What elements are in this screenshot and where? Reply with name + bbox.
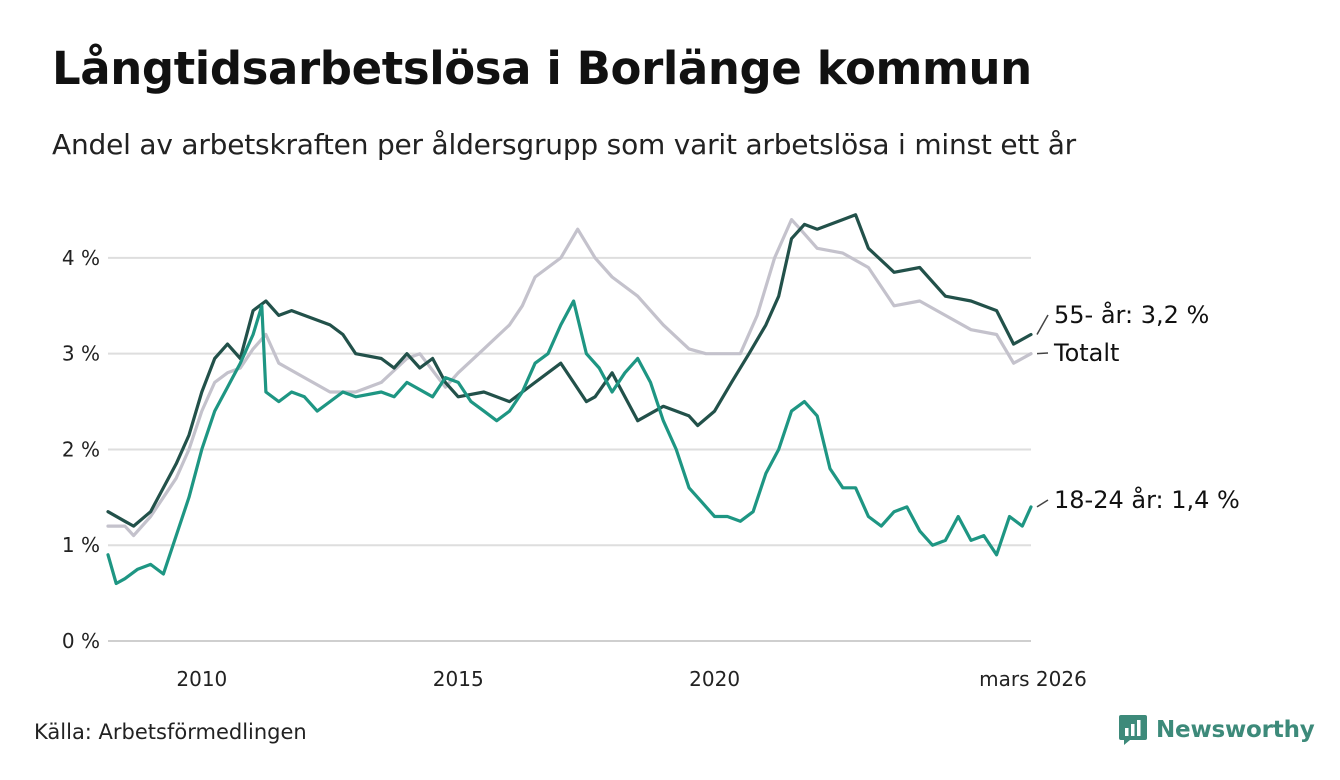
y-tick-label: 0 % [62, 629, 100, 653]
gridlines [108, 256, 1031, 642]
x-axis-ticks: 2010 2015 2020 mars 2026 [176, 667, 1086, 691]
line-chart: 0 % 1 % 2 % 3 % 4 % 2010 2015 2020 mars 2026 To… [62, 213, 1240, 691]
brand-name: Newsworthy [1156, 717, 1315, 743]
newsworthy-logo-icon [1119, 715, 1147, 745]
y-tick-label: 1 % [62, 533, 100, 557]
series-lines [106, 213, 1033, 586]
label-connector [1036, 352, 1049, 355]
x-tick-label: 2010 [176, 667, 227, 691]
y-tick-label: 2 % [62, 437, 100, 461]
source-note: Källa: Arbetsförmedlingen [34, 720, 307, 744]
series-line [106, 218, 1033, 538]
chart-subtitle: Andel av arbetskraften per åldersgrupp s… [52, 128, 1076, 161]
series-end-label: Totalt [1053, 339, 1119, 367]
y-tick-label: 4 % [62, 246, 100, 270]
x-tick-label: 2015 [433, 667, 484, 691]
series-end-label: 18-24 år: 1,4 % [1054, 485, 1240, 514]
series-line [106, 213, 1033, 528]
y-tick-label: 3 % [62, 342, 100, 366]
y-axis-ticks: 0 % 1 % 2 % 3 % 4 % [62, 246, 100, 653]
newsworthy-logo: Newsworthy [1118, 714, 1315, 746]
series-line [106, 299, 1033, 586]
series-end-labels: Totalt 55- år: 3,2 % 18-24 år: 1,4 % [1036, 300, 1240, 514]
label-connector [1036, 499, 1049, 508]
x-tick-label: 2020 [689, 667, 740, 691]
chart-title: Långtidsarbetslösa i Borlänge kommun [52, 42, 1032, 95]
x-tick-label: mars 2026 [979, 667, 1087, 691]
series-end-label: 55- år: 3,2 % [1054, 300, 1209, 329]
label-connector [1036, 314, 1049, 335]
